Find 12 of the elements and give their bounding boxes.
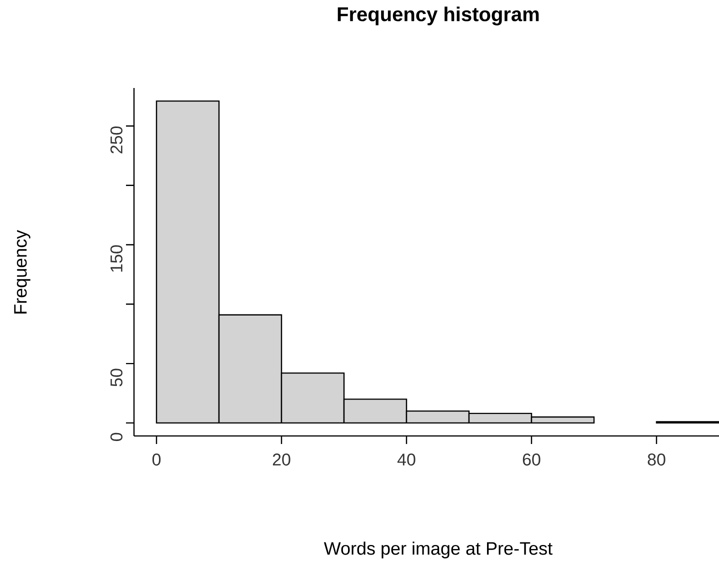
y-axis-title: Frequency	[14, 230, 30, 314]
x-tick-label: 40	[397, 454, 416, 466]
y-tick-label: 0	[110, 432, 122, 442]
x-tick-label: 0	[152, 454, 161, 466]
x-tick-label: 80	[648, 454, 666, 466]
y-tick-label: 150	[110, 245, 122, 272]
y-tick-label: 250	[110, 126, 122, 154]
x-axis-title: Words per image at Pre-Test	[324, 542, 552, 558]
chart-title: Frequency histogram	[338, 6, 539, 26]
x-tick-label: 60	[522, 454, 540, 466]
x-tick-label: 20	[272, 454, 290, 466]
y-tick-label: 50	[110, 368, 122, 386]
